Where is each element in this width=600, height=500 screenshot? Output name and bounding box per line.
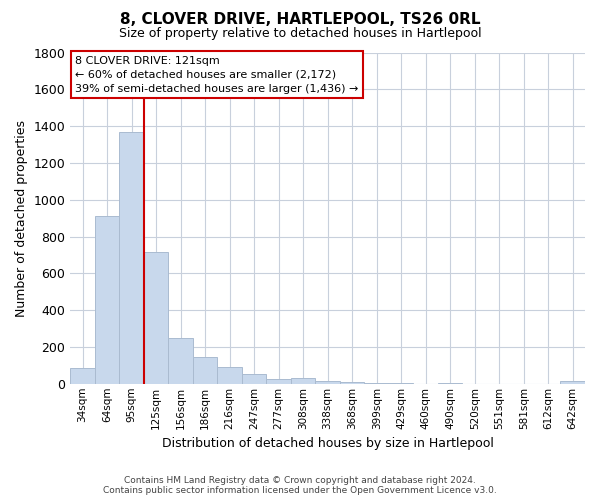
Bar xyxy=(560,381,585,384)
Bar xyxy=(217,367,242,384)
Bar xyxy=(340,382,364,384)
Text: Size of property relative to detached houses in Hartlepool: Size of property relative to detached ho… xyxy=(119,28,481,40)
Y-axis label: Number of detached properties: Number of detached properties xyxy=(15,120,28,316)
Bar xyxy=(389,383,413,384)
Text: 8 CLOVER DRIVE: 121sqm
← 60% of detached houses are smaller (2,172)
39% of semi-: 8 CLOVER DRIVE: 121sqm ← 60% of detached… xyxy=(76,56,359,94)
Bar xyxy=(438,383,463,384)
Bar xyxy=(364,383,389,384)
Bar xyxy=(144,252,169,384)
Bar xyxy=(316,381,340,384)
Bar xyxy=(193,358,217,384)
X-axis label: Distribution of detached houses by size in Hartlepool: Distribution of detached houses by size … xyxy=(162,437,494,450)
Bar xyxy=(119,132,144,384)
Bar xyxy=(70,368,95,384)
Bar xyxy=(242,374,266,384)
Text: Contains HM Land Registry data © Crown copyright and database right 2024.
Contai: Contains HM Land Registry data © Crown c… xyxy=(103,476,497,495)
Bar xyxy=(266,379,291,384)
Bar xyxy=(169,338,193,384)
Bar xyxy=(95,216,119,384)
Text: 8, CLOVER DRIVE, HARTLEPOOL, TS26 0RL: 8, CLOVER DRIVE, HARTLEPOOL, TS26 0RL xyxy=(120,12,480,28)
Bar xyxy=(291,378,316,384)
